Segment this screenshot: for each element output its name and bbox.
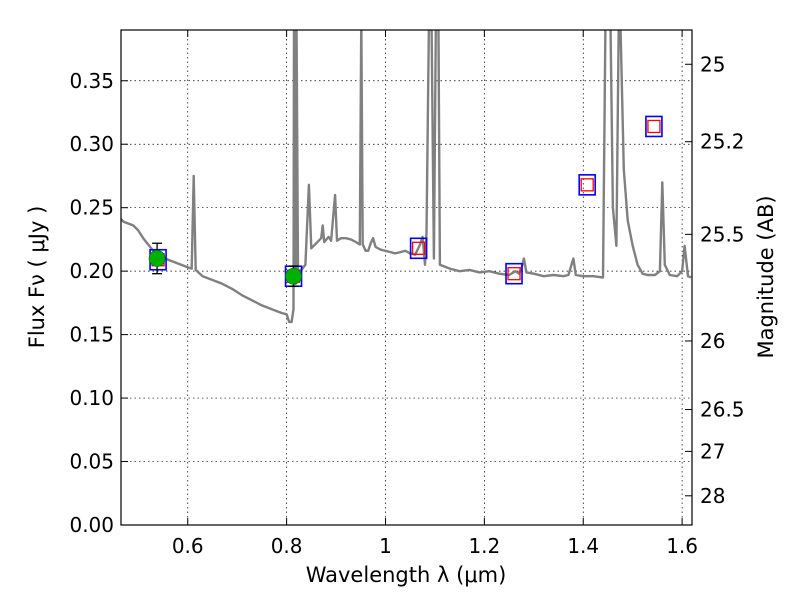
- x-tick-label: 1.2: [468, 534, 500, 558]
- mag-tick-label: 27: [700, 439, 725, 463]
- y-tick-label: 0.05: [69, 450, 114, 474]
- mag-tick-label: 28: [700, 484, 725, 508]
- x-tick-label: 0.8: [271, 534, 303, 558]
- mag-tick-label: 25.2: [700, 130, 745, 154]
- best-fit-box: [580, 178, 594, 192]
- observed-point: [285, 267, 302, 285]
- model-band-box: [409, 237, 428, 260]
- photometry-markers: [148, 115, 663, 288]
- x-tick-label: 1: [379, 534, 392, 558]
- y-tick-label: 0.10: [69, 386, 114, 410]
- axis-ticks: 0.6 0.8 1 1.2 1.4 1.6 0.00 0.05 0.10 0.15 0.20 0.25…: [69, 30, 745, 558]
- model-spectrum-line: [121, 30, 692, 324]
- y-tick-label: 0.20: [69, 259, 114, 283]
- right-axis-title: Magnitude (AB): [754, 195, 778, 358]
- y-tick-label: 0.35: [69, 69, 114, 93]
- best-fit-box: [411, 241, 426, 255]
- mag-tick-label: 26: [700, 329, 725, 353]
- y-tick-label: 0.25: [69, 196, 114, 220]
- plot-frame: [120, 29, 693, 526]
- mag-tick-label: 25.5: [700, 222, 745, 246]
- x-tick-label: 1.4: [567, 534, 599, 558]
- best-fit-box: [647, 119, 661, 134]
- model-band-box: [645, 115, 663, 138]
- x-axis-title: Wavelength λ (μm): [306, 563, 507, 587]
- y-tick-label: 0.15: [69, 323, 114, 347]
- mag-tick-label: 25: [700, 52, 725, 76]
- observed-point: [148, 250, 166, 267]
- x-tick-label: 0.6: [172, 534, 204, 558]
- y-tick-label: 0.30: [69, 132, 114, 156]
- y-axis-title: Flux Fν ( μJy ): [25, 206, 49, 349]
- y-tick-label: 0.00: [69, 513, 114, 537]
- mag-tick-label: 26.5: [700, 398, 745, 422]
- best-fit-box: [507, 267, 521, 281]
- model-band-box: [578, 174, 596, 196]
- model-band-box: [505, 262, 523, 285]
- x-tick-label: 1.6: [666, 534, 698, 558]
